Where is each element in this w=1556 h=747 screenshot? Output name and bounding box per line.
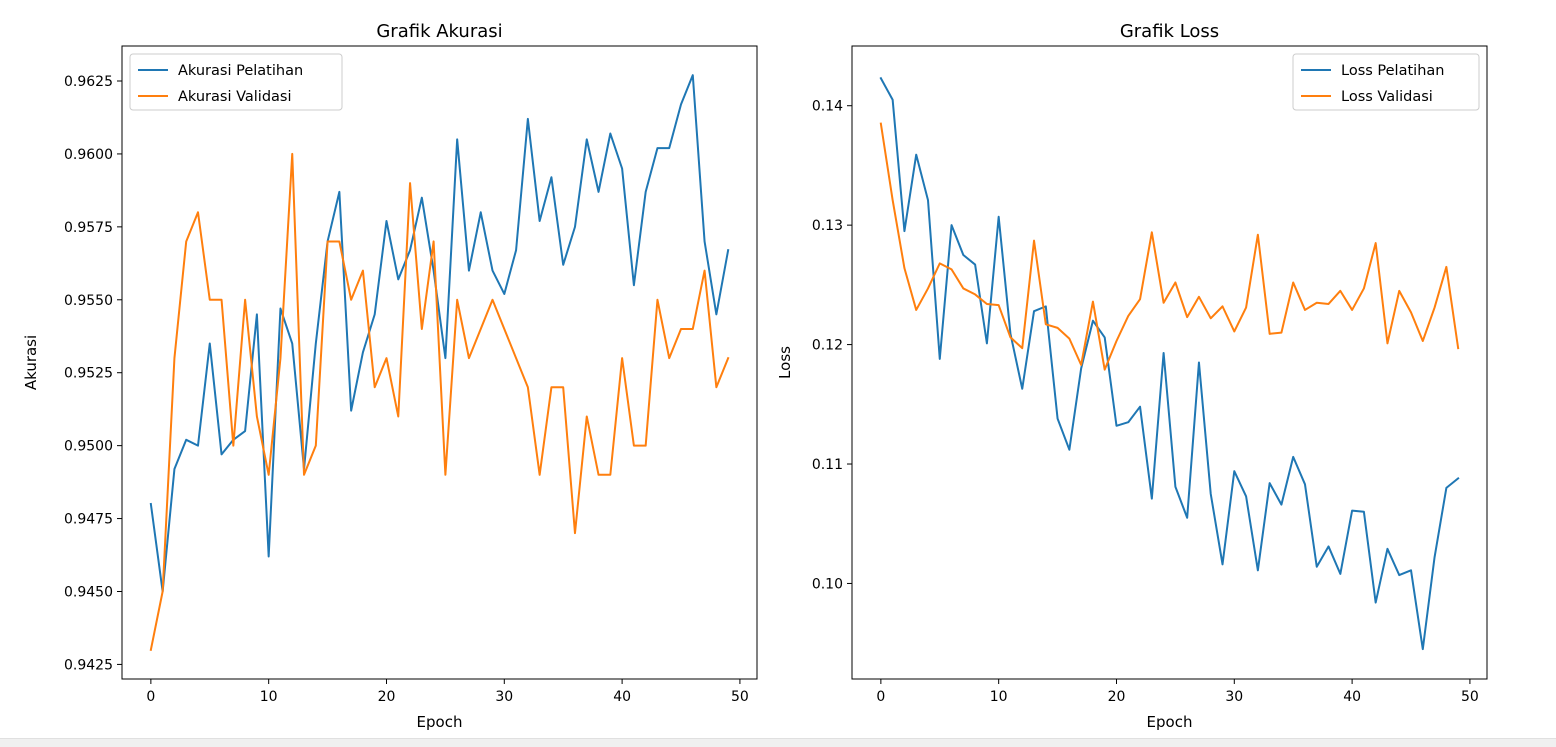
y-tick-label: 0.9425 xyxy=(64,657,113,673)
series-line-validation xyxy=(879,122,1460,371)
chart-title: Grafik Loss xyxy=(1120,21,1219,42)
x-axis-label: Epoch xyxy=(417,713,463,731)
loss-chart: 0 10 20 30 40 50 0.10 0.11 0.12 0.13 0.14 Grafik Lo… xyxy=(776,21,1488,731)
legend-label: Akurasi Pelatihan xyxy=(178,63,303,79)
y-tick-label: 0.12 xyxy=(812,338,843,354)
x-tick-label: 40 xyxy=(613,689,631,705)
x-tick-label: 50 xyxy=(1461,689,1479,705)
x-tick-label: 0 xyxy=(146,689,155,705)
y-axis-label: Akurasi xyxy=(22,335,40,390)
x-tick-label: 20 xyxy=(378,689,396,705)
y-tick-label: 0.9575 xyxy=(64,220,113,236)
series-line-validation xyxy=(149,152,730,652)
legend-label: Loss Validasi xyxy=(1341,89,1433,105)
x-tick-label: 40 xyxy=(1343,689,1361,705)
x-tick-label: 30 xyxy=(495,689,513,705)
legend: Akurasi Pelatihan Akurasi Validasi xyxy=(129,53,343,111)
x-tick-label: 30 xyxy=(1225,689,1243,705)
y-tick-label: 0.9500 xyxy=(64,439,113,455)
y-tick-label: 0.9450 xyxy=(64,584,113,600)
x-tick-label: 50 xyxy=(731,689,749,705)
x-tick-label: 20 xyxy=(1108,689,1126,705)
y-tick-label: 0.9600 xyxy=(64,147,113,163)
y-tick-label: 0.11 xyxy=(812,457,843,473)
x-axis-label: Epoch xyxy=(1147,713,1193,731)
axes-frame xyxy=(851,45,1488,680)
y-tick-label: 0.13 xyxy=(812,218,843,234)
y-tick-label: 0.10 xyxy=(812,576,843,592)
bottom-scroll-strip xyxy=(0,738,1556,747)
series-line-training xyxy=(149,74,730,593)
x-tick-label: 10 xyxy=(260,689,278,705)
axes-frame xyxy=(121,45,758,680)
chart-title: Grafik Akurasi xyxy=(376,21,502,42)
y-tick-label: 0.9625 xyxy=(64,74,113,90)
y-tick-label: 0.9475 xyxy=(64,512,113,528)
y-tick-label: 0.9525 xyxy=(64,366,113,382)
legend: Loss Pelatihan Loss Validasi xyxy=(1292,53,1480,111)
accuracy-chart: 0 10 20 30 40 50 0.9425 0.9450 0.9475 0.9500 0.952… xyxy=(22,21,758,731)
legend-label: Loss Pelatihan xyxy=(1341,63,1444,79)
x-tick-label: 10 xyxy=(990,689,1008,705)
y-axis-label: Loss xyxy=(776,346,794,379)
y-tick-label: 0.14 xyxy=(812,99,843,115)
y-tick-label: 0.9550 xyxy=(64,293,113,309)
x-tick-label: 0 xyxy=(876,689,885,705)
series-line-training xyxy=(879,76,1460,651)
legend-label: Akurasi Validasi xyxy=(178,89,292,105)
